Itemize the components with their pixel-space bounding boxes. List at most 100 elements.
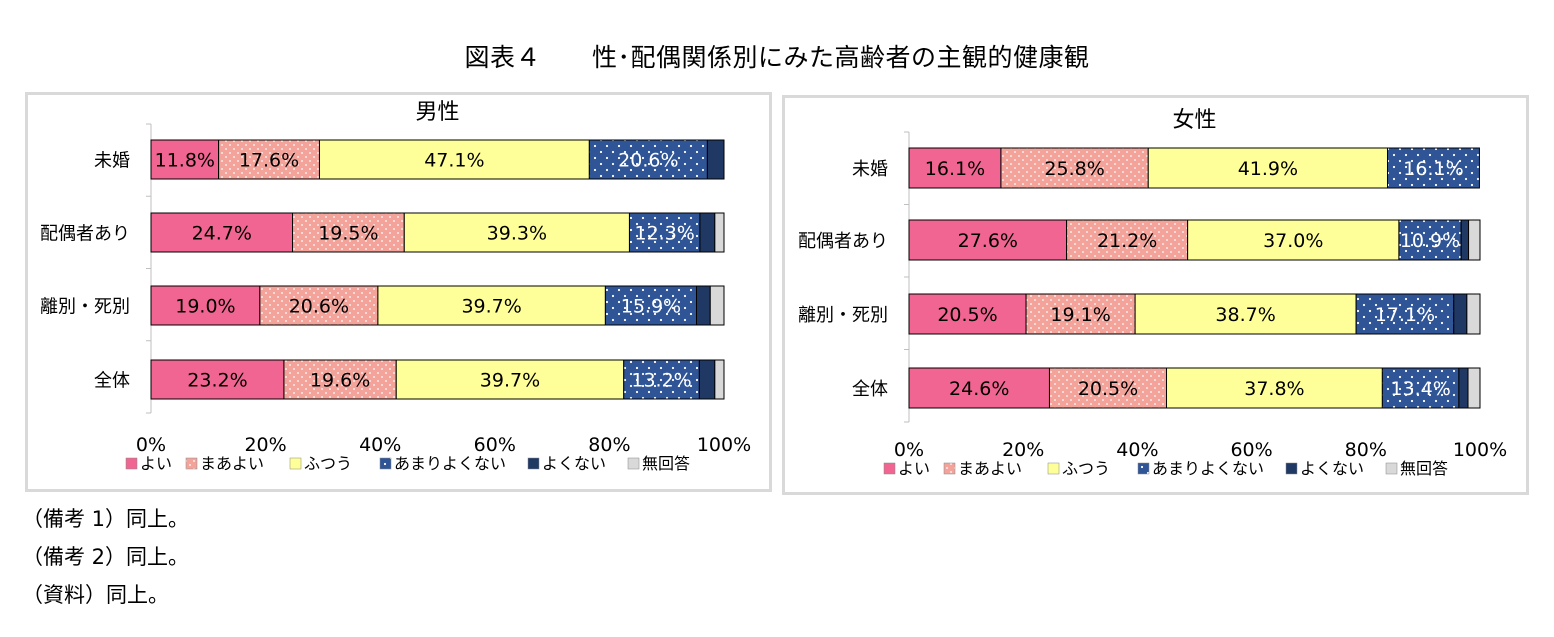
x-tick-label: 60% <box>1230 439 1272 461</box>
bar-segment <box>1048 367 1168 409</box>
data-label: 12.3% <box>635 223 695 245</box>
legend-label: よくない <box>542 454 606 473</box>
x-tick-label: 60% <box>474 434 516 456</box>
bar-segment <box>283 359 397 400</box>
bar-segment <box>588 139 708 180</box>
data-label: 37.8% <box>1244 378 1304 400</box>
legend-swatch <box>527 457 540 470</box>
page-title: 図表４ 性･配偶関係別にみた高齢者の主観的健康観 <box>464 43 1090 72</box>
legend-label: よい <box>898 459 930 478</box>
category-label: 未婚 <box>852 159 888 180</box>
bar-segment <box>1381 367 1460 409</box>
bar-segment <box>908 147 1002 189</box>
data-label: 11.8% <box>155 150 215 172</box>
data-label: 17.1% <box>1375 304 1435 326</box>
bar-segment <box>698 359 716 400</box>
data-label: 16.1% <box>925 158 985 180</box>
data-label: 19.1% <box>1050 304 1110 326</box>
legend-label: あまりよくない <box>394 454 506 473</box>
legend-label: ふつう <box>1062 459 1110 478</box>
legend-label: あまりよくない <box>1152 459 1264 478</box>
data-label: 13.2% <box>631 370 691 392</box>
bar-segment <box>1398 219 1462 261</box>
data-label: 47.1% <box>424 150 484 172</box>
legend-swatch <box>883 462 896 475</box>
data-label: 39.3% <box>487 223 547 245</box>
bar-segment <box>1025 293 1136 335</box>
bar-segment <box>1466 293 1481 335</box>
legend-swatch <box>1137 462 1150 475</box>
note-3: （資料）同上。 <box>22 583 169 607</box>
data-label: 16.1% <box>1403 158 1463 180</box>
bar-segment <box>377 285 606 326</box>
data-label: 10.9% <box>1400 230 1460 252</box>
legend-swatch <box>1385 462 1398 475</box>
bar-segment <box>403 212 630 253</box>
x-tick-label: 80% <box>1345 439 1387 461</box>
data-label: 37.0% <box>1263 230 1323 252</box>
data-label: 19.5% <box>318 223 378 245</box>
x-tick-label: 40% <box>359 434 401 456</box>
data-label: 17.6% <box>239 150 299 172</box>
data-label: 19.6% <box>310 370 370 392</box>
chart-panel-female: 女性 未婚 16.1% 25.8% 41.9% 16.1% 配偶者あり 27.6% 21.2% 3… <box>782 95 1529 495</box>
x-tick-label: 100% <box>1453 439 1507 461</box>
data-label: 20.5% <box>1078 378 1138 400</box>
bar-segment <box>1386 147 1480 189</box>
x-tick-label: 40% <box>1116 439 1158 461</box>
notes: （備考 1）同上。 （備考 2）同上。 （資料）同上。 <box>22 500 189 614</box>
chart-title-male: 男性 <box>415 100 459 125</box>
data-label: 24.7% <box>192 223 252 245</box>
category-label: 配偶者あり <box>40 224 130 245</box>
legend-label: 無回答 <box>1400 459 1448 478</box>
chart-panel-male: 男性未婚 11.8% 17.6% 47.1% 20.6% 配偶者あり 24.7% 19.5% 3… <box>25 92 772 492</box>
data-label: 24.6% <box>949 378 1009 400</box>
data-label: 20.6% <box>618 150 678 172</box>
bar-segment <box>150 359 285 400</box>
bar-segment <box>292 212 405 253</box>
bar-segment <box>1460 219 1470 261</box>
bar-segment <box>1467 367 1481 409</box>
bar-segment <box>908 367 1050 409</box>
bar-segment <box>1000 147 1149 189</box>
bar-segment <box>628 212 701 253</box>
data-label: 23.2% <box>187 370 247 392</box>
bar-segment <box>150 212 294 253</box>
category-label: 配偶者あり <box>798 231 888 252</box>
legend-label: ふつう <box>304 454 352 473</box>
data-label: 20.6% <box>289 296 349 318</box>
bar-segment <box>1468 219 1481 261</box>
bar-segment <box>714 212 725 253</box>
bar-segment <box>150 139 220 180</box>
x-tick-label: 0% <box>136 434 166 456</box>
bar-segment <box>695 285 711 326</box>
x-tick-label: 20% <box>244 434 286 456</box>
legend-swatch <box>627 457 640 470</box>
bar-segment <box>1166 367 1383 409</box>
category-label: 未婚 <box>94 151 130 172</box>
data-label: 39.7% <box>480 370 540 392</box>
category-label: 全体 <box>94 371 130 392</box>
x-tick-label: 80% <box>588 434 630 456</box>
data-label: 20.5% <box>937 304 997 326</box>
x-tick-label: 20% <box>1002 439 1044 461</box>
legend-swatch <box>185 457 198 470</box>
x-tick-label: 100% <box>697 434 751 456</box>
legend-label: よくない <box>1300 459 1364 478</box>
legend-swatch <box>1285 462 1298 475</box>
category-label: 離別・死別 <box>798 305 888 326</box>
data-label: 25.8% <box>1044 158 1104 180</box>
note-1: （備考 1）同上。 <box>22 507 190 531</box>
category-label: 全体 <box>852 379 888 400</box>
bar-segment <box>908 219 1068 261</box>
legend-label: 無回答 <box>642 454 690 473</box>
legend-label: よい <box>140 454 172 473</box>
bar-segment <box>1134 293 1357 335</box>
data-label: 39.7% <box>461 296 521 318</box>
legend-label: まあよい <box>200 454 264 473</box>
bar-segment <box>150 285 261 326</box>
legend-label: まあよい <box>958 459 1022 478</box>
data-label: 27.6% <box>958 230 1018 252</box>
